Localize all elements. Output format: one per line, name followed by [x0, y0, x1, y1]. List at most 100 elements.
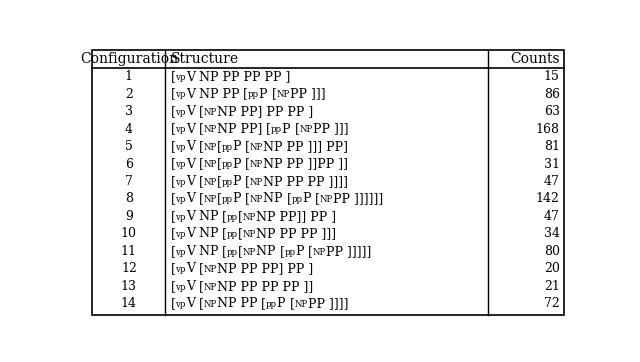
Text: NP: NP [243, 213, 256, 222]
Text: 142: 142 [536, 193, 559, 206]
Text: [: [ [198, 140, 204, 153]
Text: PP ]]]: PP ]]] [313, 123, 348, 135]
Text: [: [ [245, 157, 250, 171]
Text: 2: 2 [125, 88, 133, 101]
Text: 10: 10 [121, 227, 137, 240]
Text: [: [ [238, 245, 243, 258]
Text: NP PP ]]PP ]]: NP PP ]]PP ]] [263, 157, 348, 171]
Text: 9: 9 [125, 210, 133, 223]
Text: [: [ [170, 105, 175, 118]
Text: NP: NP [263, 193, 287, 206]
Text: NP: NP [276, 90, 290, 100]
Text: [: [ [170, 245, 175, 258]
Text: vp: vp [175, 160, 186, 169]
Text: V NP: V NP [186, 227, 222, 240]
Text: [: [ [238, 227, 243, 240]
Text: 15: 15 [544, 70, 559, 83]
Text: [: [ [170, 140, 175, 153]
Text: pp: pp [227, 248, 238, 257]
Text: 12: 12 [121, 262, 137, 275]
Text: NP PP]: NP PP] [217, 123, 266, 135]
Text: 13: 13 [121, 280, 137, 293]
Text: V: V [186, 140, 198, 153]
Text: NP: NP [204, 178, 217, 187]
Text: 86: 86 [543, 88, 559, 101]
Text: vp: vp [175, 143, 186, 152]
Text: pp: pp [292, 195, 303, 204]
Text: V: V [186, 105, 198, 118]
Text: V: V [186, 297, 198, 310]
Text: pp: pp [266, 300, 277, 309]
Text: vp: vp [175, 248, 186, 257]
Text: 63: 63 [543, 105, 559, 118]
Text: NP: NP [250, 195, 263, 204]
Text: NP: NP [243, 230, 256, 239]
Text: vp: vp [175, 265, 186, 274]
Text: PP ]]]]]: PP ]]]]] [326, 245, 372, 258]
Text: pp: pp [227, 230, 238, 239]
Text: NP PP PP PP ]]: NP PP PP PP ]] [217, 280, 313, 293]
Text: 7: 7 [125, 175, 133, 188]
Text: pp: pp [227, 213, 238, 222]
Text: [: [ [198, 262, 204, 275]
Text: [: [ [245, 175, 250, 188]
Text: Counts: Counts [510, 52, 559, 66]
Text: V: V [186, 262, 198, 275]
Text: 11: 11 [121, 245, 137, 258]
Text: vp: vp [175, 108, 186, 117]
Text: NP: NP [204, 300, 217, 309]
Text: [: [ [261, 297, 266, 310]
Text: 47: 47 [544, 210, 559, 223]
Text: NP: NP [243, 248, 256, 257]
Text: [: [ [238, 210, 243, 223]
Text: [: [ [308, 245, 313, 258]
Text: vp: vp [175, 73, 186, 82]
Text: Configuration: Configuration [80, 52, 178, 66]
Text: V: V [186, 123, 198, 135]
Text: vp: vp [175, 300, 186, 309]
Text: [: [ [222, 227, 227, 240]
Text: Structure: Structure [170, 52, 239, 66]
Text: V NP PP: V NP PP [186, 88, 243, 101]
Text: NP PP PP ]]]: NP PP PP ]]] [256, 227, 336, 240]
Text: P: P [233, 193, 245, 206]
Text: 21: 21 [544, 280, 559, 293]
Text: NP PP]] PP ]: NP PP]] PP ] [256, 210, 336, 223]
Text: vp: vp [175, 213, 186, 222]
Text: [: [ [170, 297, 175, 310]
Text: pp: pp [248, 90, 259, 100]
Text: pp: pp [221, 143, 233, 152]
Text: [: [ [287, 193, 292, 206]
Text: [: [ [243, 88, 248, 101]
Text: pp: pp [221, 195, 233, 204]
Text: [: [ [217, 193, 221, 206]
Text: P: P [277, 297, 290, 310]
Text: [: [ [222, 210, 227, 223]
Text: pp: pp [221, 178, 233, 187]
Text: [: [ [170, 88, 175, 101]
Text: 14: 14 [121, 297, 137, 310]
Text: 20: 20 [544, 262, 559, 275]
Text: V: V [186, 157, 198, 171]
Text: [: [ [271, 88, 276, 101]
Text: pp: pp [271, 125, 282, 134]
Text: 80: 80 [543, 245, 559, 258]
Text: NP: NP [204, 108, 217, 117]
Text: NP: NP [204, 160, 217, 169]
Text: [: [ [280, 245, 285, 258]
Text: [: [ [170, 210, 175, 223]
Text: V: V [186, 280, 198, 293]
Text: vp: vp [175, 230, 186, 239]
Text: NP PP PP ]]]]: NP PP PP ]]]] [263, 175, 348, 188]
Text: PP ]]]]: PP ]]]] [308, 297, 348, 310]
Text: NP: NP [204, 195, 217, 204]
Text: [: [ [198, 193, 204, 206]
Text: vp: vp [175, 195, 186, 204]
Text: [: [ [198, 280, 204, 293]
Text: NP: NP [256, 245, 280, 258]
Text: vp: vp [175, 283, 186, 292]
Text: [: [ [170, 193, 175, 206]
Text: NP: NP [250, 178, 263, 187]
Text: [: [ [198, 105, 204, 118]
Text: [: [ [170, 157, 175, 171]
